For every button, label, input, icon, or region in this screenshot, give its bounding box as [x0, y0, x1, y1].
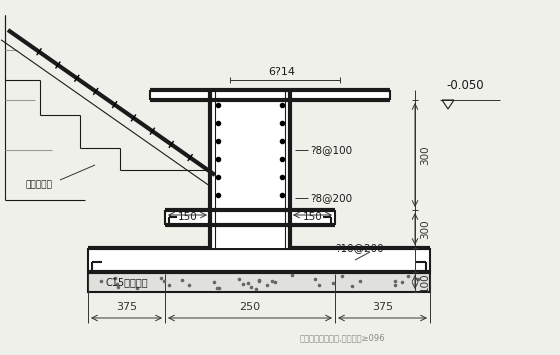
Point	[270, 279, 279, 285]
Point	[329, 280, 338, 286]
Point	[251, 286, 260, 291]
Text: 6?14: 6?14	[268, 67, 296, 77]
Point	[314, 282, 323, 288]
Bar	[150, 90, 390, 100]
Text: -0.050: -0.050	[446, 79, 484, 92]
Point	[267, 279, 276, 284]
Point	[254, 279, 263, 284]
Bar	[165, 210, 335, 225]
Point	[404, 273, 413, 279]
Point	[356, 278, 365, 284]
Text: 250: 250	[240, 302, 260, 312]
Bar	[88, 248, 430, 272]
Point	[210, 279, 219, 284]
Point	[160, 278, 169, 284]
Point	[390, 282, 399, 288]
Point	[184, 283, 193, 288]
Text: 375: 375	[116, 302, 137, 312]
Text: 300: 300	[420, 219, 430, 239]
Text: ?10@200: ?10@200	[335, 243, 384, 253]
Point	[255, 277, 264, 283]
Text: 375: 375	[372, 302, 393, 312]
Point	[110, 275, 119, 280]
Point	[338, 273, 347, 279]
Text: 150: 150	[178, 212, 197, 222]
Point	[212, 285, 221, 291]
Point	[113, 282, 122, 287]
Text: 100: 100	[420, 272, 430, 292]
Point	[165, 282, 174, 288]
Bar	[88, 272, 430, 292]
Point	[114, 284, 123, 290]
Text: 基础底用素土夯实,且压置力≥096: 基础底用素土夯实,且压置力≥096	[300, 333, 385, 343]
Text: ?8@100: ?8@100	[310, 145, 352, 155]
Point	[97, 278, 106, 284]
Point	[234, 277, 243, 282]
Text: 樔梯板钉筋: 樔梯板钉筋	[25, 180, 52, 190]
Point	[244, 280, 253, 286]
Bar	[210, 90, 290, 248]
Text: 150: 150	[302, 212, 323, 222]
Point	[239, 281, 248, 287]
Text: ?8@200: ?8@200	[310, 193, 352, 203]
Text: C15素混巨层: C15素混巨层	[105, 277, 148, 287]
Point	[390, 278, 399, 284]
Point	[157, 275, 166, 281]
Point	[311, 277, 320, 282]
Point	[247, 284, 256, 290]
Point	[347, 283, 356, 289]
Point	[398, 279, 407, 285]
Point	[288, 272, 297, 278]
Point	[133, 285, 142, 291]
Point	[178, 277, 186, 283]
Text: 300: 300	[420, 145, 430, 165]
Point	[413, 276, 422, 282]
Point	[215, 285, 224, 290]
Point	[262, 282, 271, 288]
